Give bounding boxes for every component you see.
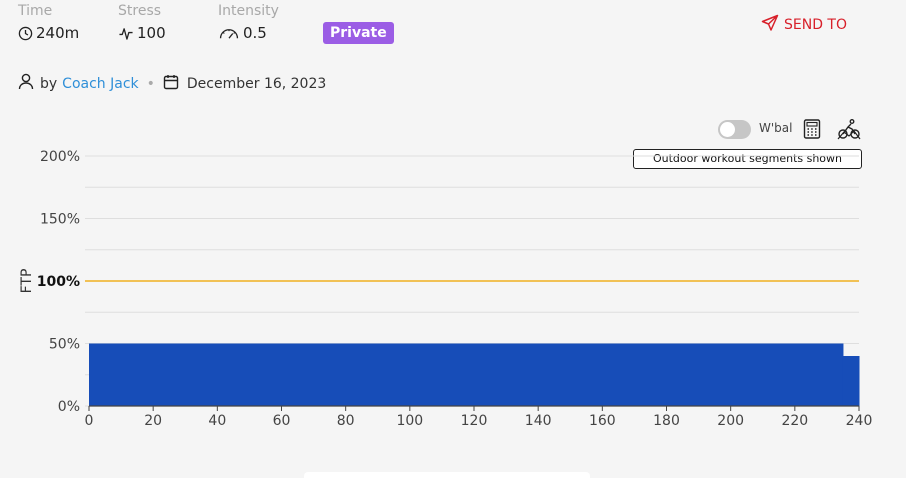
calculator-icon[interactable]	[803, 119, 821, 143]
meta-separator: •	[146, 75, 155, 92]
y-tick-label: 150%	[40, 212, 80, 228]
wbal-toggle-knob	[720, 122, 735, 137]
workout-segment-bar	[89, 343, 844, 406]
x-tick-label: 200	[717, 413, 744, 429]
author-link[interactable]: Coach Jack	[62, 75, 139, 92]
x-tick-label: 20	[144, 413, 162, 429]
y-tick-label: 200%	[40, 149, 80, 165]
stat-stress-value: 100	[137, 24, 166, 42]
workout-meta: by Coach Jack • December 16, 2023	[18, 73, 326, 94]
y-tick-label: 0%	[58, 399, 80, 415]
send-to-label: SEND TO	[784, 17, 848, 33]
user-icon	[18, 73, 34, 94]
y-axis-label: FTP	[19, 269, 35, 294]
stat-intensity-label: Intensity	[218, 3, 279, 19]
send-to-button[interactable]: SEND TO	[761, 14, 847, 36]
x-tick-label: 140	[525, 413, 552, 429]
x-tick-label: 180	[653, 413, 680, 429]
bottom-panel-edge	[304, 472, 590, 478]
x-tick-label: 220	[781, 413, 808, 429]
stat-time-label: Time	[18, 3, 53, 19]
stat-time-value: 240m	[36, 24, 80, 42]
gauge-icon	[218, 26, 240, 41]
clock-icon	[18, 26, 33, 41]
stat-stress-label: Stress	[118, 3, 162, 19]
x-tick-label: 40	[208, 413, 226, 429]
wbal-label: W'bal	[759, 121, 793, 135]
outdoor-cyclist-icon[interactable]	[837, 117, 861, 145]
pulse-icon	[118, 26, 134, 41]
x-tick-label: 120	[461, 413, 488, 429]
y-tick-label: 100%	[37, 274, 80, 290]
wbal-toggle[interactable]	[718, 120, 751, 139]
workout-segment-bar	[842, 356, 860, 406]
x-tick-label: 0	[85, 413, 94, 429]
x-tick-label: 160	[589, 413, 616, 429]
privacy-badge: Private	[323, 22, 394, 44]
stat-intensity: Intensity 0.5	[218, 3, 279, 42]
by-label: by	[40, 75, 58, 92]
y-tick-label: 50%	[49, 337, 80, 353]
workout-date: December 16, 2023	[186, 75, 327, 92]
stat-intensity-value-row: 0.5	[218, 24, 279, 42]
stat-time: Time 240m	[18, 3, 79, 42]
stat-stress: Stress 100	[118, 3, 166, 42]
stat-intensity-value: 0.5	[243, 24, 267, 42]
send-icon	[761, 14, 779, 36]
stat-time-value-row: 240m	[18, 24, 79, 42]
x-tick-label: 100	[396, 413, 423, 429]
x-tick-label: 80	[337, 413, 355, 429]
x-tick-label: 60	[273, 413, 291, 429]
stat-stress-value-row: 100	[118, 24, 166, 42]
segments-tooltip: Outdoor workout segments shown	[633, 149, 862, 169]
x-tick-label: 240	[846, 413, 873, 429]
calendar-icon	[163, 74, 179, 94]
